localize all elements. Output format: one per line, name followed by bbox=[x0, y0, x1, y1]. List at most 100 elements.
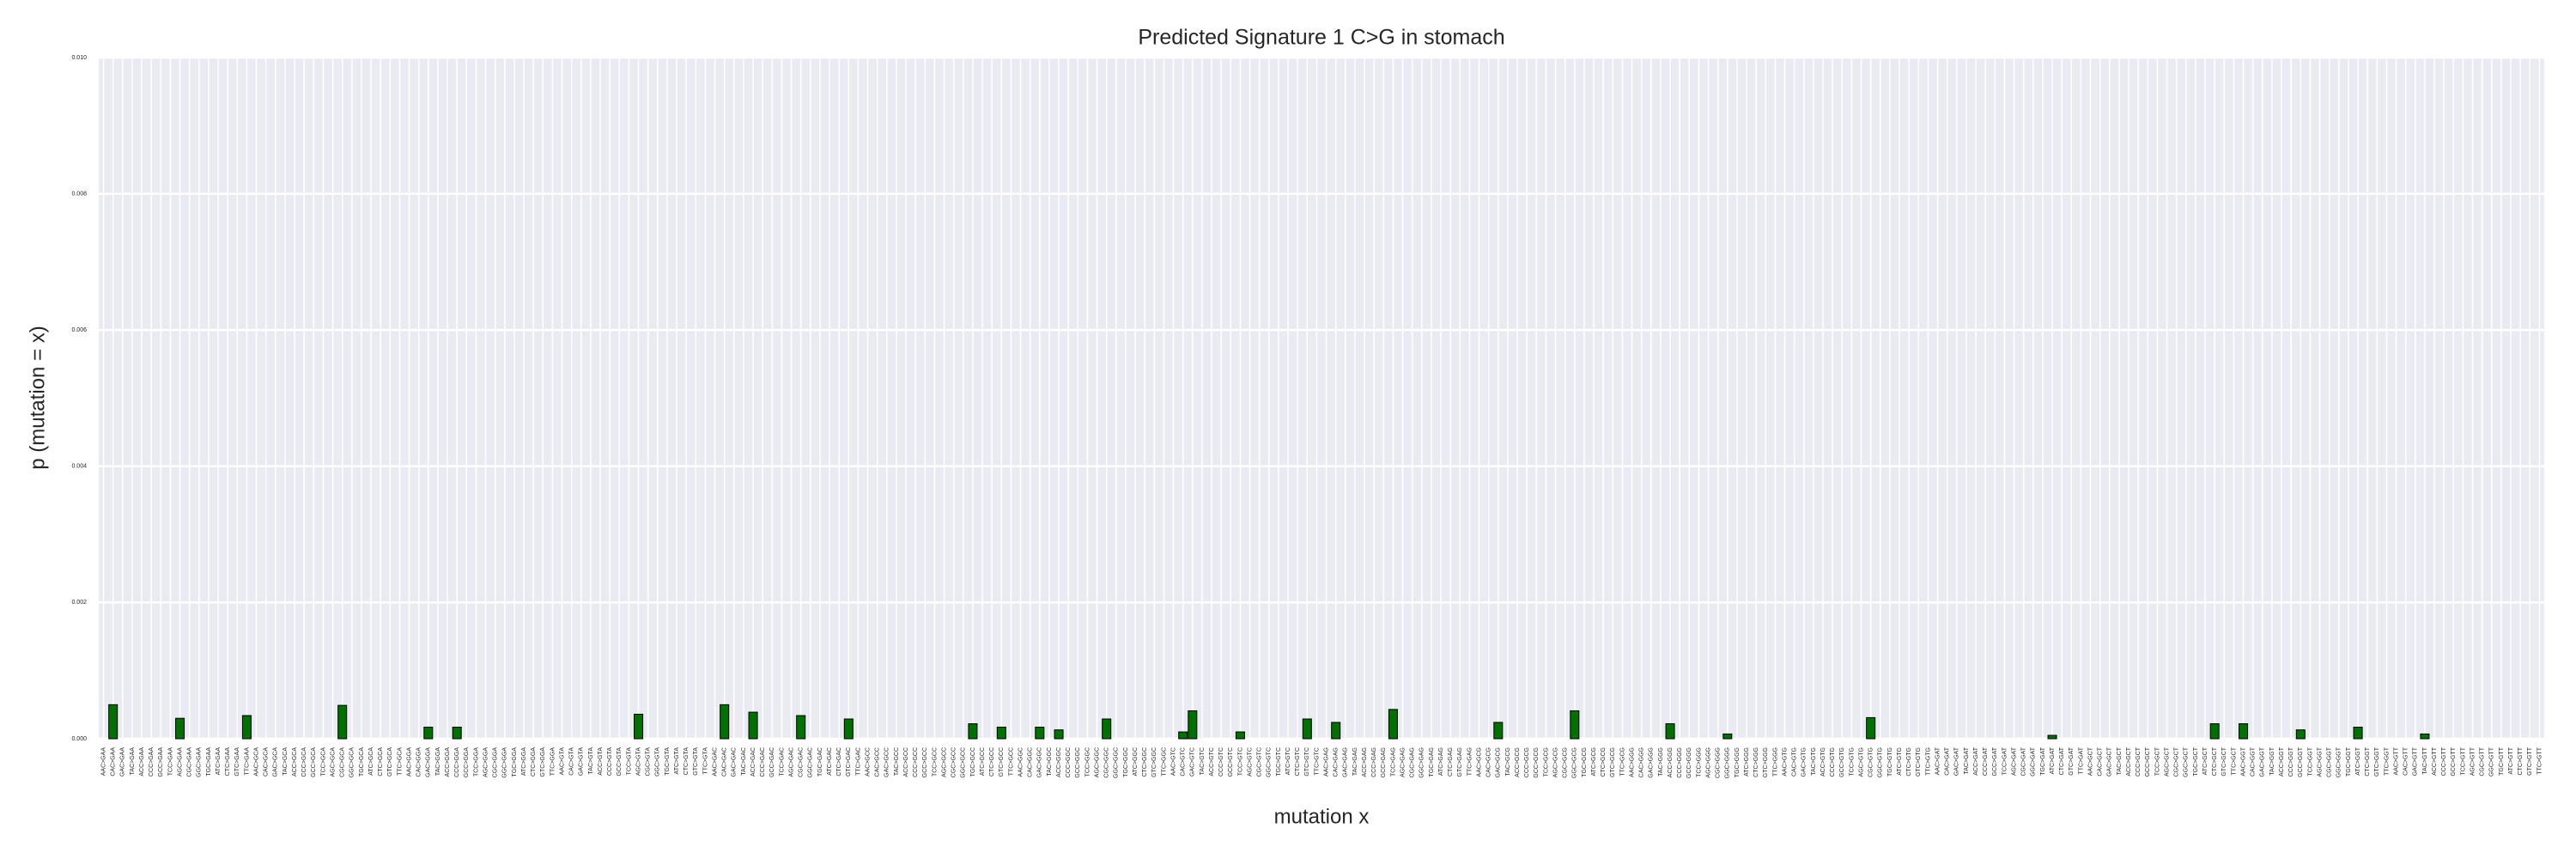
x-tick-label: CGC>GCA bbox=[340, 747, 346, 777]
x-tick-label: CGC>GAT bbox=[2021, 746, 2027, 776]
x-tick-label: TCC>GGT bbox=[2307, 746, 2313, 776]
x-tick-label: TTC>GCG bbox=[1619, 747, 1625, 777]
y-tick-label: 0.000 bbox=[71, 736, 87, 742]
x-tick-label: CTC>GGC bbox=[1142, 747, 1148, 777]
x-tick-label: TTC>GCA bbox=[397, 747, 403, 776]
x-tick-label: CAC>GTC bbox=[1181, 747, 1187, 777]
x-tick-label: CAC>GCG bbox=[1486, 747, 1492, 777]
x-tick-label: TTC>GAA bbox=[244, 747, 250, 776]
x-tick-label: ATC>GAT bbox=[2050, 746, 2056, 774]
x-tick-label: ACC>GTC bbox=[1209, 747, 1215, 777]
x-tick-label: TGC>GCA bbox=[359, 747, 365, 777]
x-tick-label: ATC>GAC bbox=[827, 747, 833, 776]
x-tick-label: AGC>GTT bbox=[2470, 746, 2476, 776]
x-tick-label: CCC>GTA bbox=[607, 747, 613, 776]
x-tick-label: CGC>GTC bbox=[1257, 747, 1263, 777]
x-tick-label: GGC>GGT bbox=[2336, 746, 2342, 777]
x-tick-label: GGC>GTG bbox=[1878, 747, 1884, 777]
y-tick-label: 0.002 bbox=[71, 600, 87, 606]
x-tick-label: TAC>GGG bbox=[1658, 747, 1664, 777]
x-tick-label: CAC>GAG bbox=[1334, 747, 1340, 777]
y-tick-label: 0.008 bbox=[71, 191, 87, 197]
x-tick-label: TCC>GTT bbox=[2460, 746, 2466, 775]
x-tick-label: CCC>GGT bbox=[2288, 746, 2294, 777]
x-tick-label: CGC>GTG bbox=[1868, 747, 1874, 777]
x-tick-label: ATC>GAG bbox=[1438, 747, 1444, 776]
x-tick-label: AGC>GAA bbox=[177, 747, 183, 777]
x-tick-label: ACC>GCT bbox=[2126, 746, 2132, 776]
x-tick-label: AGC>GTC bbox=[1247, 747, 1253, 777]
bar bbox=[1035, 727, 1045, 740]
x-tick-label: TGC>GGA bbox=[512, 747, 518, 777]
x-tick-label: ATC>GCA bbox=[368, 747, 374, 776]
x-tick-label: CTC>GAC bbox=[836, 747, 842, 777]
x-tick-label: GTC>GTG bbox=[1916, 747, 1922, 777]
plot-area bbox=[99, 58, 2544, 739]
x-tick-label: GTC>GGC bbox=[1151, 747, 1157, 777]
bar bbox=[1388, 709, 1398, 740]
x-tick-label: CCC>GCT bbox=[2136, 746, 2142, 777]
y-axis-label: p (mutation = x) bbox=[26, 326, 49, 469]
bar bbox=[634, 713, 644, 740]
x-tick-label: CCC>GAC bbox=[760, 747, 766, 777]
x-tick-label: CGC>GAA bbox=[187, 747, 193, 777]
bar bbox=[423, 727, 434, 740]
x-tick-label: AGC>GCC bbox=[941, 747, 947, 777]
x-tick-label: GTC>GAG bbox=[1457, 747, 1463, 777]
bar bbox=[452, 727, 462, 740]
bar bbox=[2239, 723, 2249, 740]
x-tick-label: TCC>GCT bbox=[2154, 746, 2160, 776]
bar bbox=[108, 704, 118, 740]
x-tick-label: CTC>GGA bbox=[531, 747, 537, 777]
x-tick-label: CAC>GGT bbox=[2251, 746, 2257, 777]
x-tick-label: GCC>GTG bbox=[1839, 747, 1845, 777]
x-tick-label: CCC>GCG bbox=[1524, 747, 1530, 777]
x-tick-label: ATC>GTG bbox=[1897, 747, 1903, 776]
bar bbox=[1570, 710, 1580, 740]
x-tick-label: ATC>GGT bbox=[2355, 746, 2361, 775]
x-tick-label: CCC>GAA bbox=[149, 747, 155, 777]
x-tick-label: TGC>GCC bbox=[970, 747, 976, 777]
x-tick-label: CTC>GTC bbox=[1295, 747, 1301, 776]
x-tick-label: GAC>GGT bbox=[2260, 746, 2266, 777]
x-tick-label: AGC>GTG bbox=[1858, 747, 1864, 777]
x-tick-label: CCC>GTG bbox=[1830, 747, 1836, 777]
x-tick-label: CTC>GAA bbox=[225, 747, 231, 777]
x-tick-label: ACC>GCC bbox=[903, 747, 909, 777]
x-tick-label: CAC>GCT bbox=[2098, 746, 2104, 776]
x-tick-label: TGC>GTC bbox=[1276, 747, 1282, 777]
x-tick-label: CGC>GTT bbox=[2480, 746, 2486, 776]
x-tick-label: TTC>GAC bbox=[855, 747, 861, 776]
x-tick-label: CCC>GCA bbox=[301, 747, 307, 777]
x-tick-label: TGC>GTA bbox=[665, 747, 671, 776]
x-tick-label: TGC>GGT bbox=[2346, 746, 2352, 777]
x-tick-label: GCC>GCA bbox=[311, 747, 317, 777]
x-tick-label: AGC>GAT bbox=[2011, 746, 2017, 776]
x-tick-label: TTC>GAT bbox=[2078, 746, 2084, 774]
x-tick-label: AAC>GAA bbox=[100, 747, 106, 777]
x-tick-label: GCC>GGG bbox=[1686, 747, 1692, 778]
bar bbox=[1665, 723, 1675, 740]
x-tick-label: TAC>GAC bbox=[741, 747, 747, 776]
x-tick-label: ATC>GTC bbox=[1285, 747, 1291, 775]
x-tick-label: TGC>GGG bbox=[1735, 747, 1741, 777]
x-tick-label: AAC>GTT bbox=[2393, 746, 2399, 775]
x-tick-label: GGC>GAC bbox=[808, 747, 814, 777]
bar bbox=[796, 715, 806, 740]
x-tick-label: AGC>GCA bbox=[330, 747, 336, 777]
x-tick-label: AAC>GAG bbox=[1323, 747, 1329, 777]
y-tick-label: 0.006 bbox=[71, 327, 87, 333]
x-axis-label: mutation x bbox=[1274, 805, 1370, 828]
ticks: 0.000 0.002 0.004 0.006 0.008 0.010 AAC>GAA CAC… bbox=[71, 55, 2543, 779]
x-tick-label: TAC>GGC bbox=[1047, 747, 1053, 777]
bar bbox=[2353, 727, 2363, 740]
bar bbox=[1493, 722, 1504, 740]
x-tick-label: CAC>GAC bbox=[722, 747, 728, 777]
x-tick-label: TTC>GCT bbox=[2231, 746, 2237, 775]
bar bbox=[1722, 733, 1733, 740]
x-tick-label: TAC>GAA bbox=[130, 747, 136, 776]
x-tick-label: GGC>GCG bbox=[1572, 747, 1578, 778]
x-tick-label: ACC>GGT bbox=[2279, 746, 2285, 777]
bar bbox=[1054, 729, 1064, 740]
